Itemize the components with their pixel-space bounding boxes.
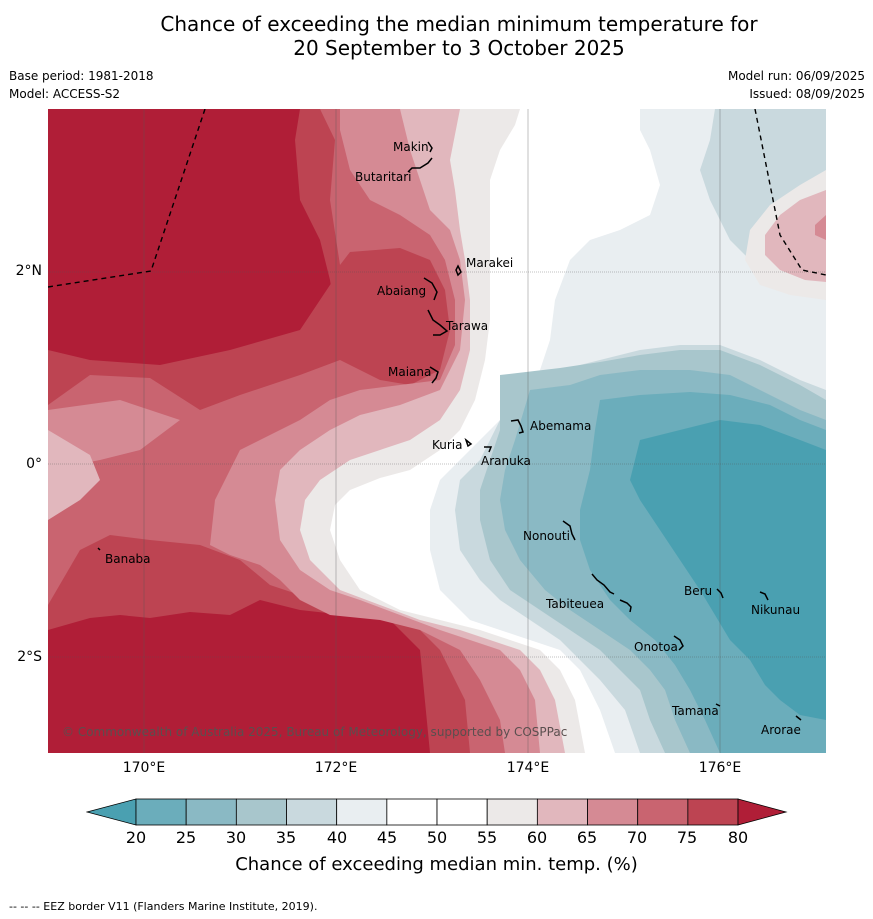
colorbar [86,798,788,826]
label-butaritari: Butaritari [355,170,412,184]
colorbar-cell-35-40 [286,798,338,826]
label-aranuka: Aranuka [481,454,531,468]
label-onotoa: Onotoa [634,640,678,654]
label-kuria: Kuria [432,438,463,452]
island-tabiteuea-south [619,599,632,613]
eez-border [48,109,826,288]
lat-label-2n: 2°N [15,263,42,279]
eez-border-east [754,109,826,276]
colorbar-cell-20-25 [135,798,187,826]
meta-left: Base period: 1981-2018 Model: ACCESS-S2 [9,67,154,103]
colorbar-cell-40-45 [336,798,388,826]
island-nonouti [562,520,576,541]
island-tabiteuea-north [591,573,615,595]
band-top-right-40 [715,109,760,150]
eez-footnote: -- -- -- EEZ border V11 (Flanders Marine… [9,900,318,913]
label-arorae: Arorae [761,723,801,737]
label-nonouti: Nonouti [523,529,570,543]
island-outlines [97,141,802,721]
label-beru: Beru [684,584,712,598]
island-arorae [795,715,802,721]
colorbar-tick-35: 35 [275,828,297,847]
colorbar-tick-65: 65 [576,828,598,847]
colorbar-tick-20: 20 [125,828,147,847]
map-svg: Makin Butaritari Marakei Abaiang Tarawa … [48,109,826,753]
band-below-20 [630,420,826,720]
model-name: Model: ACCESS-S2 [9,87,121,101]
colorbar-cell-70-75 [637,798,689,826]
colorbar-tick-75: 75 [676,828,698,847]
colorbar-tick-80: 80 [727,828,749,847]
island-abaiang [423,277,438,301]
island-maiana [429,366,439,384]
island-aranuka [484,446,493,453]
map-panel: Makin Butaritari Marakei Abaiang Tarawa … [48,109,826,753]
island-tarawa [427,309,449,336]
colorbar-tick-30: 30 [225,828,247,847]
band-top-right-65 [815,215,826,240]
label-banaba: Banaba [105,552,151,566]
lon-label-170e: 170°E [122,760,166,776]
label-tamana: Tamana [671,704,719,718]
label-marakei: Marakei [466,256,513,270]
colorbar-tick-60: 60 [526,828,548,847]
colorbar-label: Chance of exceeding median min. temp. (%… [235,854,638,875]
label-tarawa: Tarawa [445,319,488,333]
island-abemama [510,419,524,434]
island-onotoa [673,635,684,651]
meta-right: Model run: 06/09/2025 Issued: 08/09/2025 [728,67,865,103]
longitude-gridlines [143,109,721,753]
colorbar-high-arrow [737,798,788,826]
lon-label-174e: 174°E [506,760,550,776]
band-top-right-60 [765,190,826,282]
colorbar-tick-50: 50 [426,828,448,847]
island-makin [427,141,433,153]
label-abaiang: Abaiang [377,284,426,298]
colorbar-tick-40: 40 [326,828,348,847]
label-abemama: Abemama [530,419,591,433]
eez-border-west [48,109,206,288]
island-butaritari [407,157,433,173]
colorbar-tick-25: 25 [175,828,197,847]
issued-date: Issued: 08/09/2025 [749,87,865,101]
colorbar-cell-30-35 [235,798,287,826]
colorbar-cell-25-30 [185,798,237,826]
colorbar-cell-50-55 [436,798,488,826]
title-line-1: Chance of exceeding the median minimum t… [160,12,758,36]
label-maiana: Maiana [388,365,431,379]
colorbar-cells [135,798,739,826]
lat-label-2s: 2°S [17,649,42,665]
island-beru [716,588,724,599]
colorbar-cell-45-50 [386,798,438,826]
title-line-2: 20 September to 3 October 2025 [293,36,625,60]
colorbar-low-arrow [86,798,137,826]
colorbar-cell-55-60 [486,798,538,826]
label-makin: Makin [393,140,429,154]
island-marakei [455,264,462,277]
lat-label-0: 0° [26,456,42,472]
colorbar-tick-70: 70 [626,828,648,847]
label-tabiteuea: Tabiteuea [545,597,604,611]
island-banaba [97,547,101,551]
colorbar-cell-65-70 [587,798,639,826]
lon-label-172e: 172°E [314,760,358,776]
model-run: Model run: 06/09/2025 [727,69,865,83]
latitude-gridlines [48,271,826,658]
colorbar-tick-45: 45 [376,828,398,847]
island-tamana [715,703,721,707]
colorbar-cell-75-80 [687,798,739,826]
lon-label-176e: 176°E [698,760,742,776]
base-period: Base period: 1981-2018 [9,69,154,83]
copyright-notice: © Commonwealth of Australia 2025, Bureau… [62,725,567,739]
island-nikunau [759,591,769,601]
colorbar-tick-55: 55 [476,828,498,847]
island-kuria [464,437,473,448]
label-nikunau: Nikunau [751,603,800,617]
chart-title: Chance of exceeding the median minimum t… [0,12,873,60]
colorbar-cell-60-65 [536,798,588,826]
